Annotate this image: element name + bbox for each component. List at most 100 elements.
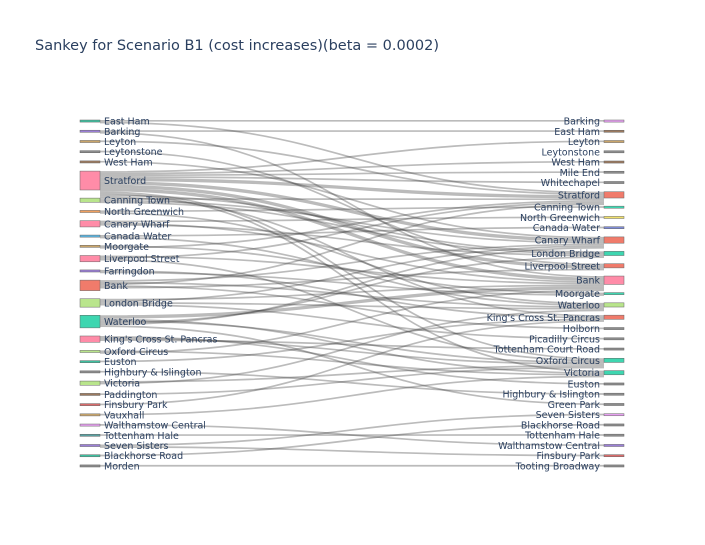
source-label-leytonstone: Leytonstone [104, 147, 163, 158]
source-label-bank: Bank [104, 281, 128, 292]
sankey-link [99, 171, 605, 177]
sankey-link [99, 212, 605, 305]
sankey-link [99, 236, 605, 307]
target-node-picadilly-circus [603, 337, 625, 341]
source-label-tottenham-hale: Tottenham Hale [103, 431, 179, 442]
source-node-victoria [79, 380, 101, 386]
target-node-euston [603, 382, 625, 386]
source-label-stratford: Stratford [104, 176, 146, 187]
sankey-link [99, 309, 605, 385]
sankey-link [99, 194, 605, 254]
source-node-canary-wharf [79, 220, 101, 228]
sankey-link [99, 140, 605, 196]
sankey-link [99, 271, 605, 296]
target-node-liverpool-street [603, 263, 625, 269]
target-node-waterloo [603, 302, 625, 308]
sankey-link [99, 335, 605, 385]
sankey-link [99, 269, 605, 319]
sankey-link [99, 284, 605, 301]
sankey-link [99, 201, 605, 255]
source-node-oxford-circus [79, 350, 101, 353]
target-node-mile-end [603, 170, 625, 174]
source-label-finsbury-park: Finsbury Park [104, 400, 168, 411]
sankey-link [99, 364, 605, 383]
source-node-vauxhall [79, 413, 101, 417]
target-node-west-ham [603, 160, 625, 164]
target-node-north-greenwich [603, 216, 625, 219]
sankey-link [99, 286, 605, 319]
target-label-holborn: Holborn [563, 324, 600, 335]
source-node-barking [79, 129, 101, 133]
source-label-canada-water: Canada Water [104, 232, 171, 243]
links-layer [99, 119, 605, 467]
source-node-canning-town [79, 197, 101, 203]
sankey-link [99, 140, 605, 173]
target-node-bank [603, 275, 625, 285]
target-label-highbury-islington: Highbury & Islington [502, 390, 600, 401]
target-label-canary-wharf: Canary Wharf [535, 236, 601, 247]
source-node-walthamstow-central [79, 423, 101, 427]
sankey-link [99, 191, 605, 360]
sankey-link [99, 255, 605, 285]
target-label-barking: Barking [564, 117, 600, 128]
sankey-link [99, 200, 605, 249]
sankey-link [99, 160, 605, 175]
target-label-tottenham-court-road: Tottenham Court Road [493, 345, 600, 356]
sankey-link [99, 245, 605, 303]
target-node-tottenham-hale [603, 433, 625, 437]
target-label-finsbury-park: Finsbury Park [536, 451, 600, 462]
target-label-london-bridge: London Bridge [531, 249, 600, 260]
source-label-seven-sisters: Seven Sisters [104, 441, 168, 452]
target-node-leytonstone [603, 150, 625, 154]
target-label-canada-water: Canada Water [533, 223, 600, 234]
sankey-link [99, 303, 605, 340]
target-label-bank: Bank [576, 276, 600, 287]
source-node-farringdon [79, 269, 101, 273]
target-node-barking [603, 119, 625, 123]
target-label-blackhorse-road: Blackhorse Road [521, 420, 600, 431]
target-label-leyton: Leyton [568, 137, 600, 148]
target-label-walthamstow-central: Walthamstow Central [498, 441, 600, 452]
sankey-link [99, 222, 605, 283]
sankey-link [99, 285, 605, 330]
target-label-canning-town: Canning Town [534, 203, 600, 214]
source-label-moorgate: Moorgate [104, 242, 149, 253]
sankey-link [99, 201, 605, 259]
source-node-waterloo [79, 315, 101, 329]
source-label-barking: Barking [104, 127, 140, 138]
source-node-euston [79, 360, 101, 363]
source-label-waterloo: Waterloo [104, 317, 147, 328]
sankey-link [99, 246, 605, 326]
target-node-king-s-cross-st-pancras [603, 314, 625, 320]
target-node-oxford-circus [603, 357, 625, 363]
source-label-west-ham: West Ham [104, 157, 153, 168]
sankey-link [99, 325, 605, 406]
target-node-tottenham-court-road [603, 347, 625, 351]
target-label-waterloo: Waterloo [558, 300, 601, 311]
sankey-link [99, 150, 605, 266]
source-label-king-s-cross-st-pancras: King's Cross St. Pancras [104, 335, 217, 346]
sankey-link [99, 243, 605, 282]
sankey-link [99, 131, 605, 278]
source-label-paddington: Paddington [104, 390, 157, 401]
target-label-mile-end: Mile End [560, 168, 600, 179]
source-node-moorgate [79, 245, 101, 248]
target-label-whitechapel: Whitechapel [541, 178, 600, 189]
source-label-farringdon: Farringdon [104, 266, 155, 277]
sankey-link [99, 423, 605, 457]
source-node-blackhorse-road [79, 454, 101, 458]
source-node-canada-water [79, 234, 101, 238]
chart-title: Sankey for Scenario B1 (cost increases)(… [35, 38, 439, 54]
source-label-highbury-islington: Highbury & Islington [104, 367, 202, 378]
source-label-blackhorse-road: Blackhorse Road [104, 451, 183, 462]
target-label-west-ham: West Ham [551, 158, 600, 169]
source-label-walthamstow-central: Walthamstow Central [104, 421, 206, 432]
sankey-link [99, 184, 605, 269]
target-node-east-ham [603, 129, 625, 133]
source-label-canary-wharf: Canary Wharf [104, 219, 170, 230]
source-node-north-greenwich [79, 210, 101, 213]
sankey-link [99, 320, 605, 406]
sankey-link [99, 176, 605, 184]
